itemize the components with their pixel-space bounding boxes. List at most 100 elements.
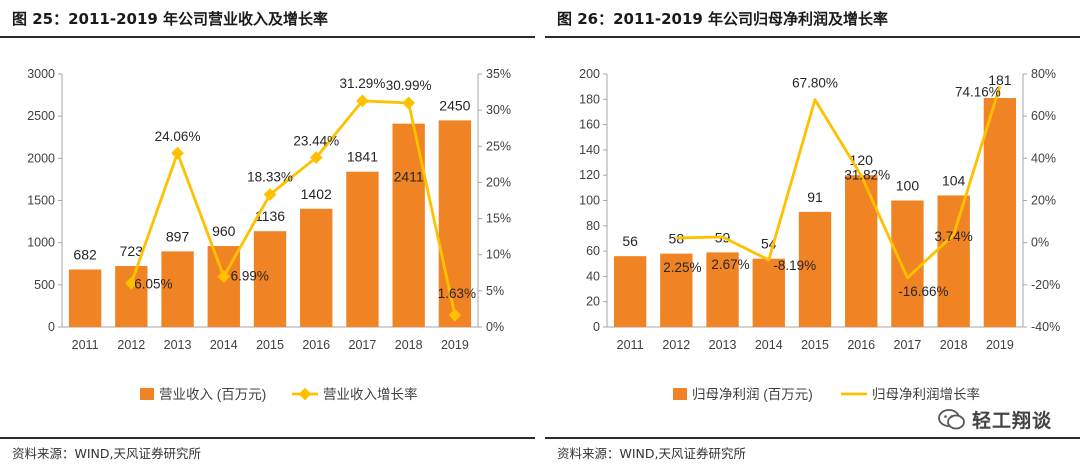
source-note: 资料来源：WIND,天风证券研究所 [12, 446, 201, 461]
right-axis-tick-label: 0% [1031, 236, 1049, 250]
left-axis-tick-label: 80 [586, 219, 600, 233]
x-axis-tick-label: 2014 [210, 338, 238, 352]
bar [613, 256, 647, 327]
left-axis-tick-label: 20 [586, 295, 600, 309]
left-axis-tick-label: 120 [579, 168, 600, 182]
line-data-label: 6.05% [134, 276, 172, 291]
legend-bar-label: 营业收入 (百万元) [159, 387, 266, 402]
x-axis-tick-label: 2013 [709, 338, 737, 352]
right-axis-tick-label: 5% [486, 284, 504, 298]
right-axis-tick-label: 0% [486, 320, 504, 334]
revenue-chart: 0 500 1000 1500 2000 2500 3000 0% 5% 10% 15% 20% 25%… [27, 67, 511, 402]
right-axis-tick-label: 35% [486, 67, 511, 81]
bar-data-label: 1136 [255, 208, 285, 224]
x-axis-tick-label: 2019 [441, 338, 469, 352]
line-marker [171, 146, 184, 160]
bar-data-label: 1841 [347, 149, 378, 165]
bar [438, 120, 472, 327]
left-axis-tick-label: 200 [579, 67, 600, 81]
bar-data-label: 181 [988, 72, 1012, 88]
x-axis-tick-label: 2012 [117, 338, 145, 352]
bar [68, 269, 102, 327]
left-axis-tick-label: 2500 [27, 109, 55, 123]
bar [798, 211, 832, 327]
figure-title: 图 25：2011-2019 年公司营业收入及增长率 [12, 10, 329, 28]
line-data-label: 1.63% [438, 286, 476, 301]
bar [937, 195, 970, 327]
source-rule [0, 437, 535, 439]
x-axis-tick-label: 2014 [755, 338, 783, 352]
line-data-label: 2.25% [663, 260, 701, 275]
x-axis-tick-label: 2015 [801, 338, 829, 352]
line-data-label: 23.44% [293, 134, 339, 149]
bar [752, 258, 785, 327]
bar-data-label: 91 [807, 189, 823, 205]
right-axis-tick-label: -40% [1031, 320, 1060, 334]
left-axis-tick-label: 100 [579, 194, 600, 208]
revenue-figure-panel: 图 25：2011-2019 年公司营业收入及增长率 0 500 1000 1500 2… [0, 0, 535, 467]
x-axis-tick-label: 2019 [986, 338, 1014, 352]
legend-bar-swatch [140, 388, 154, 400]
line-marker [402, 96, 416, 110]
left-axis-tick-label: 0 [593, 320, 600, 334]
left-axis-tick-label: 0 [48, 320, 55, 334]
right-axis-tick-label: 10% [486, 248, 511, 262]
x-axis-tick-label: 2016 [847, 338, 875, 352]
line-marker [309, 151, 323, 164]
bar [253, 231, 287, 327]
left-axis-tick-label: 40 [586, 269, 600, 283]
bar [983, 98, 1017, 327]
x-axis-tick-label: 2018 [940, 338, 968, 352]
wechat-icon [938, 408, 965, 429]
line-data-label: 18.33% [247, 170, 293, 185]
x-axis-tick-label: 2017 [349, 338, 377, 352]
right-axis-tick-label: 80% [1031, 67, 1056, 81]
bar-data-label: 1402 [301, 186, 332, 202]
line-data-label: 67.80% [792, 76, 838, 91]
right-axis-tick-label: -20% [1031, 278, 1060, 292]
left-axis-tick-label: 3000 [27, 67, 55, 81]
left-axis-tick-label: 1000 [27, 236, 55, 250]
line-data-label: -8.19% [773, 258, 816, 273]
wechat-watermark: 轻工翔谈 [938, 406, 1052, 433]
figure-title: 图 26：2011-2019 年公司归母净利润及增长率 [557, 10, 889, 28]
x-axis-tick-label: 2011 [617, 338, 644, 352]
right-axis-tick-label: 20% [1031, 194, 1056, 208]
x-axis-tick-label: 2012 [662, 338, 690, 352]
growth-line [130, 99, 457, 316]
bar-data-label: 682 [73, 246, 97, 262]
bar [161, 251, 194, 327]
right-axis-tick-label: 20% [486, 175, 511, 189]
line-marker [448, 308, 462, 322]
x-axis-tick-label: 2016 [302, 338, 330, 352]
line-marker [124, 276, 138, 290]
x-axis-tick-label: 2017 [894, 338, 922, 352]
left-axis-tick-label: 500 [34, 278, 55, 292]
watermark-text: 轻工翔谈 [971, 410, 1052, 432]
line-data-label: 31.82% [844, 168, 890, 183]
right-axis-tick-label: 60% [1031, 109, 1056, 123]
legend-line-label: 归母净利润增长率 [872, 386, 980, 402]
bar-data-label: 2450 [439, 97, 470, 113]
line-data-label: 24.06% [155, 129, 201, 144]
bar [891, 200, 924, 327]
x-axis-tick-label: 2015 [256, 338, 284, 352]
bar [300, 208, 333, 327]
right-axis-tick-label: 25% [486, 139, 511, 153]
left-axis-tick-label: 180 [579, 92, 600, 106]
line-data-label: 2.67% [711, 257, 749, 272]
legend-bar-swatch [673, 388, 687, 400]
bar-data-label: 897 [166, 228, 190, 244]
net-profit-figure-panel: 图 26：2011-2019 年公司归母净利润及增长率 0 20 40 60 80 100… [545, 0, 1080, 467]
bar-data-label: 2411 [394, 169, 424, 185]
left-axis-tick-label: 60 [586, 244, 600, 258]
line-data-label: 74.16% [955, 84, 1001, 99]
line-marker [356, 94, 369, 108]
source-note: 资料来源：WIND,天风证券研究所 [557, 446, 746, 461]
bar [115, 266, 148, 327]
x-axis-tick-label: 2011 [72, 338, 99, 352]
title-rule [545, 36, 1080, 38]
bar [706, 252, 739, 327]
line-marker [263, 188, 277, 201]
line-data-label: 3.74% [935, 229, 973, 244]
